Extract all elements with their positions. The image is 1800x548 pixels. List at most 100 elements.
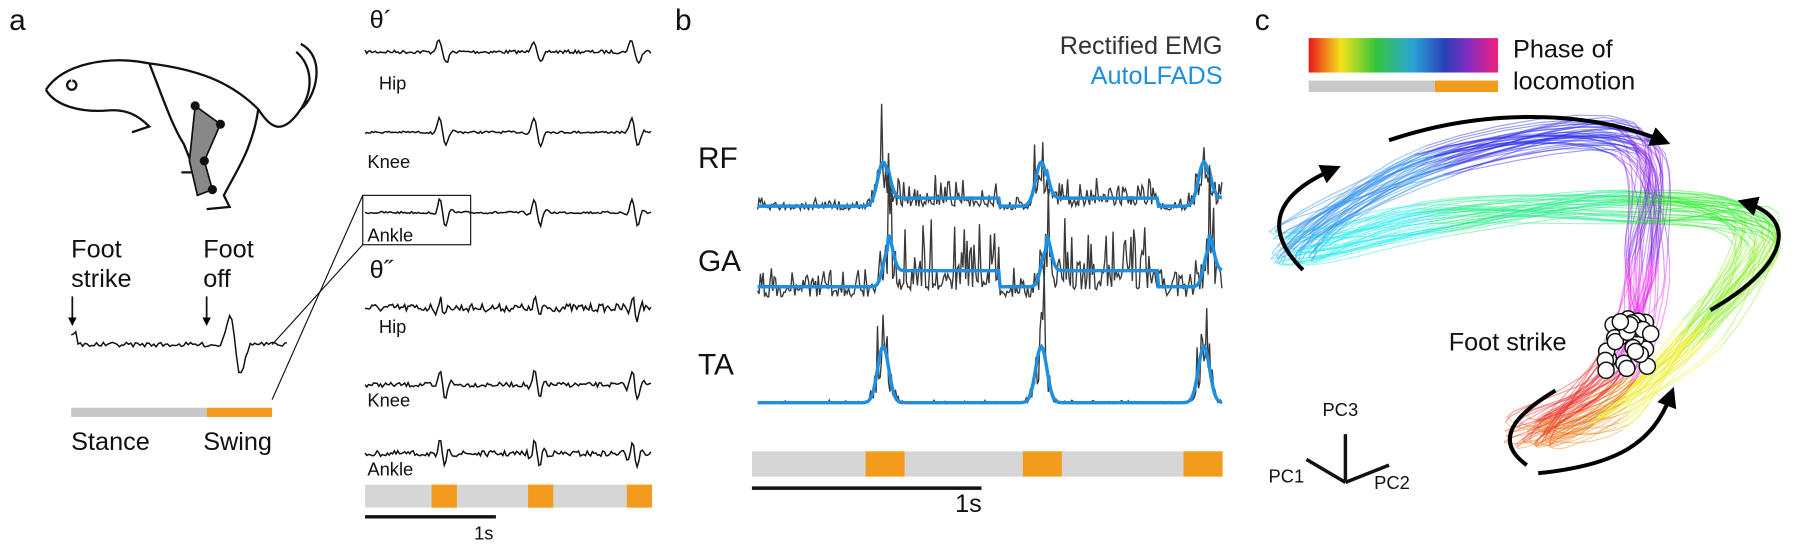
trajectory-segment [1684, 218, 1771, 320]
trajectory-segment [1294, 176, 1424, 256]
trajectory-segment [1624, 153, 1651, 269]
trajectory-segment [1425, 119, 1639, 150]
trajectory-segment [1626, 198, 1776, 230]
trajectory-segment [1278, 155, 1435, 265]
trajectory-segment [1438, 207, 1619, 213]
trajectory-segment [1534, 400, 1585, 424]
trajectory-segment [1537, 422, 1594, 435]
trajectory-segment [1644, 135, 1664, 275]
trajectory-segment [1434, 133, 1634, 158]
trajectory-segment [1537, 382, 1633, 423]
trajectory-segment [1537, 369, 1636, 421]
trajectory-segment [1602, 316, 1715, 411]
trajectory-segment [1433, 142, 1617, 158]
trajectory-segment [1435, 199, 1651, 234]
trajectory-segment [1297, 154, 1418, 263]
trajectory-segment [1417, 192, 1627, 235]
trajectory-segment [1686, 218, 1746, 327]
trajectory-segment [1543, 400, 1625, 435]
trajectory-segment [1701, 221, 1763, 330]
trajectory-segment [1642, 205, 1779, 223]
trajectory-segment [1277, 149, 1449, 247]
trajectory-segment [1448, 196, 1644, 233]
trajectory-segment [1505, 366, 1636, 437]
trajectory-segment [1307, 230, 1433, 247]
trajectory-segment [1693, 214, 1744, 333]
trajectory-segment [1438, 141, 1613, 155]
trajectory-segment [1451, 129, 1616, 177]
trajectory-segment [1647, 196, 1770, 223]
trajectory-segment [1442, 135, 1631, 162]
trajectory-segment [1535, 410, 1630, 425]
trajectory-segment [1620, 334, 1705, 406]
trajectory-segment [1691, 243, 1780, 348]
trajectory-segment [1645, 217, 1754, 234]
trajectory-segment [1274, 210, 1432, 235]
trajectory-segment [1679, 235, 1775, 336]
joint-trace [364, 369, 652, 402]
trajectory-segment [1686, 214, 1747, 332]
trajectory-segment [1414, 131, 1627, 157]
colorbar-title: Phase of [1513, 36, 1614, 64]
trajectory-segment [1432, 212, 1626, 225]
trajectory-segment [1453, 122, 1641, 162]
trajectory-segment [1283, 151, 1444, 245]
trajectory-segment [1299, 165, 1434, 263]
trajectory-segment [1652, 140, 1671, 261]
trajectory-segment [1426, 206, 1620, 221]
foot-strike-point [1618, 359, 1636, 378]
trajectory-segment [1586, 338, 1703, 421]
trajectory-segment [1274, 172, 1425, 264]
trajectory-segment [1616, 221, 1771, 244]
trajectory-segment [1635, 201, 1772, 222]
trajectory-segment [1615, 154, 1654, 262]
stance-bar [365, 484, 653, 508]
trajectory-segment [1442, 194, 1621, 224]
trajectory-segment [1599, 323, 1710, 422]
trajectory-segment [1634, 148, 1651, 254]
zoom-box [362, 194, 472, 246]
trajectory-segment [1620, 194, 1746, 234]
derivative-label: θ˝ [370, 256, 394, 284]
trajectory-segment [1535, 365, 1630, 421]
muscle-label: RF [698, 142, 738, 175]
trajectory-segment [1293, 215, 1428, 252]
trajectory-segment [1456, 200, 1628, 226]
trajectory-segment [1612, 144, 1660, 262]
trajectory-segment [1282, 209, 1454, 265]
phase-colorbar [1308, 38, 1499, 73]
trajectory-segment [1286, 216, 1448, 240]
event-label: off [203, 265, 232, 293]
event-label: Foot strike [1449, 328, 1567, 356]
trajectory-segment [1646, 196, 1743, 215]
trajectories [1268, 114, 1782, 450]
trajectory-segment [1435, 202, 1636, 229]
trajectory-segment [1417, 137, 1609, 168]
trajectory-segment [1527, 410, 1593, 435]
joint-label: Ankle [367, 458, 413, 479]
trajectory-segment [1624, 132, 1642, 273]
trajectory-segment [1631, 215, 1777, 243]
trajectory-segment [1639, 132, 1662, 268]
trajectory-segment [1426, 214, 1617, 223]
trajectory-segment [1428, 199, 1613, 223]
trajectory-segment [1299, 222, 1443, 254]
trajectory-segment [1592, 346, 1722, 425]
trajectory-segment [1706, 230, 1743, 318]
trajectory-segment [1528, 426, 1592, 446]
trajectory-segment [1270, 201, 1453, 260]
trajectory-segment [1293, 160, 1455, 250]
trajectory-segment [1438, 194, 1616, 203]
zoom-line [271, 244, 364, 345]
trajectory-segment [1421, 127, 1640, 165]
trajectory-segment [1607, 139, 1630, 261]
trajectory-segment [1309, 211, 1456, 241]
trajectory-segment [1425, 194, 1647, 203]
trajectory-segment [1431, 189, 1624, 212]
muscle-label: GA [698, 245, 741, 278]
trajectory-segment [1685, 230, 1778, 344]
emg-autolfads [757, 159, 1223, 208]
trajectory-segment [1291, 227, 1456, 253]
axis-label: PC1 [1268, 465, 1304, 486]
scale-label: 1s [474, 523, 493, 544]
